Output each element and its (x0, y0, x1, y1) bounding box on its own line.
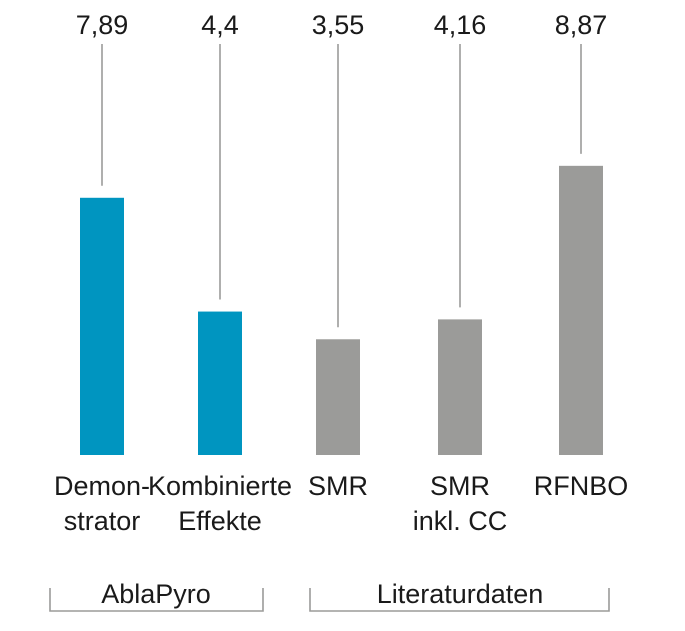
group-bracket-1 (309, 588, 610, 612)
group-brackets: AblaPyro Literaturdaten (49, 579, 610, 612)
group-label-1: Literaturdaten (377, 579, 544, 609)
bar-2 (316, 339, 360, 455)
category-label-4-0: RFNBO (534, 471, 629, 501)
category-label-3-1: inkl. CC (413, 506, 508, 536)
bar-4 (559, 165, 603, 455)
bar-3 (438, 319, 482, 455)
bars (80, 165, 603, 455)
category-label-1-0: Kombinierte (148, 471, 292, 501)
value-label-0: 7,89 (76, 10, 129, 40)
group-label-0: AblaPyro (101, 579, 211, 609)
category-label-0-1: strator (64, 506, 141, 536)
bar-0 (80, 197, 124, 455)
value-label-3: 4,16 (434, 10, 487, 40)
leader-lines (101, 44, 582, 328)
category-label-3-0: SMR (430, 471, 490, 501)
bar-1 (198, 311, 242, 455)
value-label-2: 3,55 (312, 10, 365, 40)
category-label-0-0: Demon- (54, 471, 150, 501)
value-label-1: 4,4 (201, 10, 239, 40)
group-bracket-0 (49, 588, 264, 612)
value-label-4: 8,87 (555, 10, 608, 40)
category-label-1-1: Effekte (178, 506, 262, 536)
category-label-2-0: SMR (308, 471, 368, 501)
value-labels: 7,89 4,4 3,55 4,16 8,87 (76, 10, 608, 40)
